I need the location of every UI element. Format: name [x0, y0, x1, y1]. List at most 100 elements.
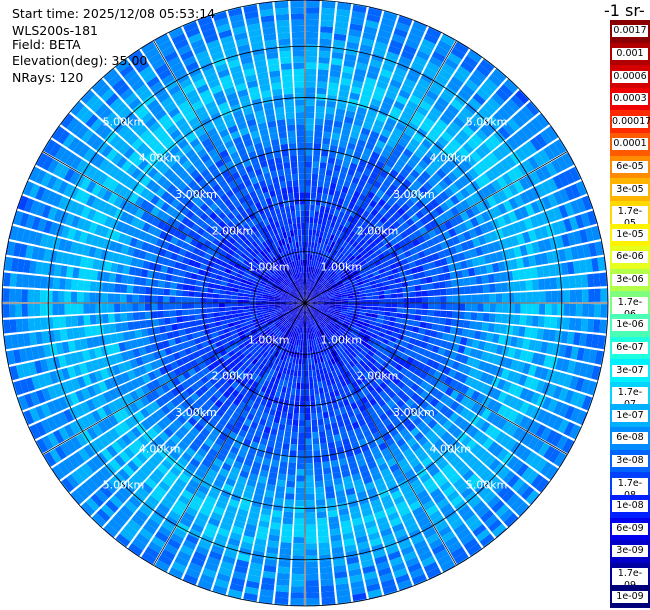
range-gate — [507, 347, 516, 359]
range-gate — [528, 364, 537, 377]
range-gate — [370, 346, 378, 354]
range-gate — [375, 408, 385, 417]
range-gate — [429, 198, 440, 209]
range-gate — [121, 322, 129, 332]
range-gate — [390, 404, 400, 413]
range-gate — [420, 380, 429, 390]
range-gate — [352, 204, 361, 213]
range-gate — [495, 251, 504, 262]
range-gate — [318, 262, 323, 270]
range-gate — [342, 278, 349, 284]
range-gate — [219, 289, 226, 295]
range-gate — [319, 205, 326, 213]
range-gate — [488, 519, 503, 533]
range-gate — [453, 477, 466, 490]
range-gate — [317, 69, 329, 77]
range-gate — [351, 283, 358, 288]
range-gate — [575, 198, 586, 213]
range-gate — [485, 424, 496, 437]
range-gate — [460, 187, 470, 199]
range-gate — [396, 198, 405, 207]
range-gate — [298, 426, 305, 433]
range-gate — [83, 292, 90, 303]
range-gate — [502, 407, 514, 420]
range-gate — [326, 314, 333, 319]
range-gate — [318, 323, 323, 329]
range-gate — [383, 369, 391, 377]
range-gate — [435, 205, 445, 216]
range-gate — [374, 203, 383, 212]
range-gate — [318, 277, 323, 283]
range-gate — [351, 358, 359, 366]
range-gate — [363, 218, 371, 227]
range-gate — [466, 120, 479, 133]
range-gate — [114, 303, 121, 313]
range-gate — [439, 310, 447, 318]
range-gate — [77, 280, 85, 291]
range-gate — [317, 529, 329, 537]
range-gate — [482, 313, 490, 322]
range-gate — [379, 224, 388, 233]
range-gate — [298, 358, 302, 365]
range-gate — [279, 461, 288, 469]
range-gate — [316, 296, 323, 300]
range-gate — [354, 297, 361, 301]
range-gate — [530, 117, 544, 132]
range-gate — [350, 342, 358, 349]
range-gate — [445, 397, 455, 408]
range-gate — [298, 432, 305, 439]
range-gate — [305, 555, 318, 562]
range-gate — [369, 199, 378, 208]
range-gate — [355, 278, 363, 283]
range-gate — [468, 74, 483, 87]
range-gate — [306, 290, 308, 297]
range-gate — [368, 324, 376, 330]
range-gate — [34, 275, 42, 289]
range-gate — [547, 414, 558, 428]
range-gate — [298, 364, 302, 371]
range-gate — [362, 388, 370, 396]
range-gate — [320, 279, 326, 285]
range-gate — [513, 348, 522, 360]
range-gate — [492, 262, 500, 273]
range-gate — [317, 412, 323, 420]
range-gate — [315, 274, 319, 281]
range-gate — [557, 290, 564, 303]
range-gate — [312, 155, 320, 162]
range-gate — [315, 369, 321, 376]
range-gate — [455, 270, 464, 279]
range-gate — [425, 90, 439, 101]
range-gate — [454, 214, 464, 225]
range-gate — [363, 266, 371, 272]
range-gate — [371, 333, 379, 340]
range-gate — [474, 369, 484, 381]
range-gate — [579, 229, 589, 243]
range-gate — [518, 269, 526, 280]
range-gate — [315, 493, 325, 500]
range-gate — [365, 292, 373, 297]
range-gate — [335, 304, 342, 307]
range-gate — [328, 410, 335, 418]
range-gate — [415, 291, 422, 297]
range-gate — [388, 183, 398, 193]
range-gate — [305, 198, 311, 205]
range-gate — [441, 463, 453, 475]
range-gate — [460, 211, 470, 222]
range-gate — [401, 83, 414, 94]
range-gate — [15, 273, 23, 288]
range-gate — [529, 378, 540, 391]
range-gate — [417, 347, 426, 356]
range-gate — [372, 354, 380, 361]
range-gate — [314, 124, 323, 132]
range-gate — [429, 408, 439, 418]
range-gate — [416, 468, 428, 479]
range-gate — [329, 255, 335, 262]
range-gate — [458, 175, 470, 187]
range-gate — [329, 234, 335, 241]
range-gate — [306, 31, 319, 39]
range-gate — [402, 417, 412, 428]
range-gate — [346, 252, 353, 260]
range-gate — [325, 113, 335, 121]
range-gate — [475, 146, 487, 159]
range-gate — [535, 458, 548, 473]
